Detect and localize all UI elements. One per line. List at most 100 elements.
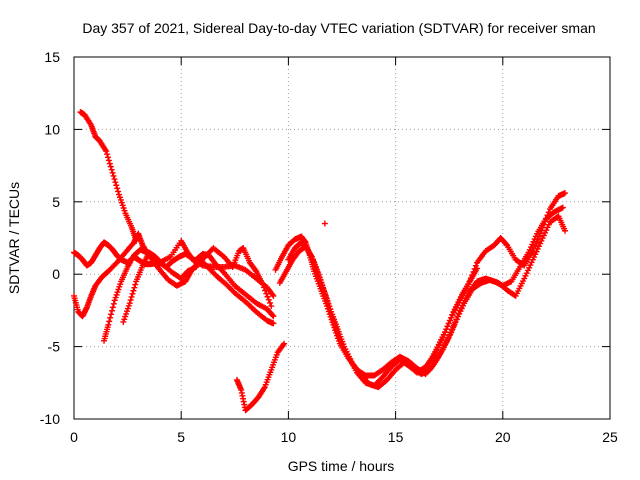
- y-tick-label: -10: [40, 411, 60, 427]
- data-point: [110, 172, 117, 179]
- data-point: [267, 299, 274, 306]
- data-point: [127, 297, 134, 304]
- x-tick-label: 20: [495, 429, 511, 445]
- data-point: [443, 326, 450, 333]
- data-point: [126, 300, 133, 307]
- y-axis-label: SDTVAR / TECUs: [6, 182, 22, 294]
- data-point: [561, 227, 568, 234]
- data-point: [270, 292, 277, 299]
- data-point: [446, 317, 453, 324]
- series-arc-6: [233, 340, 288, 414]
- series-outlier: [321, 220, 328, 227]
- data-point: [448, 314, 455, 321]
- x-tick-label: 0: [70, 429, 78, 445]
- data-point: [532, 242, 539, 249]
- x-tick-label: 5: [177, 429, 185, 445]
- series-arc-9: [285, 190, 568, 389]
- data-point: [531, 245, 538, 252]
- data-point: [114, 185, 121, 192]
- data-point: [543, 215, 550, 222]
- x-tick-label: 25: [602, 429, 618, 445]
- data-point: [270, 320, 277, 327]
- data-point: [503, 241, 510, 248]
- y-tick-label: 0: [52, 266, 60, 282]
- data-point: [106, 318, 113, 325]
- series-arc-5: [120, 245, 275, 325]
- data-point: [111, 176, 118, 183]
- data-point: [544, 212, 551, 219]
- x-axis-label: GPS time / hours: [288, 458, 395, 474]
- y-tick-label: 10: [44, 121, 60, 137]
- data-point: [321, 288, 328, 295]
- data-point: [269, 312, 276, 319]
- data-point: [321, 220, 328, 227]
- data-point: [322, 291, 329, 298]
- data-point: [108, 307, 115, 314]
- data-point: [105, 321, 112, 328]
- data-point: [542, 218, 549, 225]
- series-arc-3: [71, 230, 277, 320]
- data-point: [105, 157, 112, 164]
- data-point: [323, 297, 330, 304]
- data-point: [328, 311, 335, 318]
- data-point: [112, 179, 119, 186]
- data-point: [108, 166, 115, 173]
- data-point: [449, 311, 456, 318]
- data-point: [540, 221, 547, 228]
- x-tick-label: 10: [281, 429, 297, 445]
- data-point: [129, 290, 136, 297]
- data-point: [474, 265, 481, 272]
- data-point: [537, 230, 544, 237]
- data-point: [319, 282, 326, 289]
- data-point: [268, 303, 275, 310]
- y-tick-label: 5: [52, 194, 60, 210]
- data-point: [104, 151, 111, 158]
- x-tick-labels: 0 5 10 15 20 25: [70, 429, 618, 445]
- data-point: [113, 182, 120, 189]
- data-point: [109, 169, 116, 176]
- data-point: [132, 281, 139, 288]
- plot-frame: [73, 56, 611, 420]
- data-point: [270, 313, 277, 320]
- data-point: [108, 311, 115, 318]
- data-point: [324, 300, 331, 307]
- series-arc-8: [276, 213, 568, 391]
- data-point: [219, 268, 226, 275]
- data-point: [265, 296, 272, 303]
- data-point: [559, 204, 566, 211]
- data-point: [107, 314, 114, 321]
- chart-title: Day 357 of 2021, Sidereal Day-to-day VTE…: [82, 20, 595, 36]
- data-point: [252, 267, 259, 274]
- data-point: [545, 209, 552, 216]
- data-point: [107, 163, 114, 170]
- data-point: [320, 285, 327, 292]
- x-tick-label: 15: [388, 429, 404, 445]
- data-point: [280, 341, 287, 348]
- data-point: [561, 190, 568, 197]
- data-point: [264, 293, 271, 300]
- data-point: [533, 239, 540, 246]
- data-point: [318, 279, 325, 286]
- data-points: [71, 109, 568, 414]
- y-tick-label: -5: [48, 339, 61, 355]
- data-point: [115, 188, 122, 195]
- series-arc-7: [272, 204, 566, 379]
- data-point: [109, 304, 116, 311]
- data-point: [529, 248, 536, 255]
- data-point: [259, 281, 266, 288]
- data-point: [539, 224, 546, 231]
- data-point: [535, 233, 542, 240]
- data-point: [445, 320, 452, 327]
- data-point: [538, 227, 545, 234]
- series-arc-10: [424, 265, 481, 369]
- data-point: [106, 160, 113, 167]
- data-point: [262, 287, 269, 294]
- data-point: [104, 154, 111, 161]
- data-point: [329, 314, 336, 321]
- data-point: [131, 284, 138, 291]
- data-point: [269, 291, 276, 298]
- data-point: [323, 294, 330, 301]
- data-point: [317, 276, 324, 283]
- data-point: [327, 308, 334, 315]
- data-point: [444, 323, 451, 330]
